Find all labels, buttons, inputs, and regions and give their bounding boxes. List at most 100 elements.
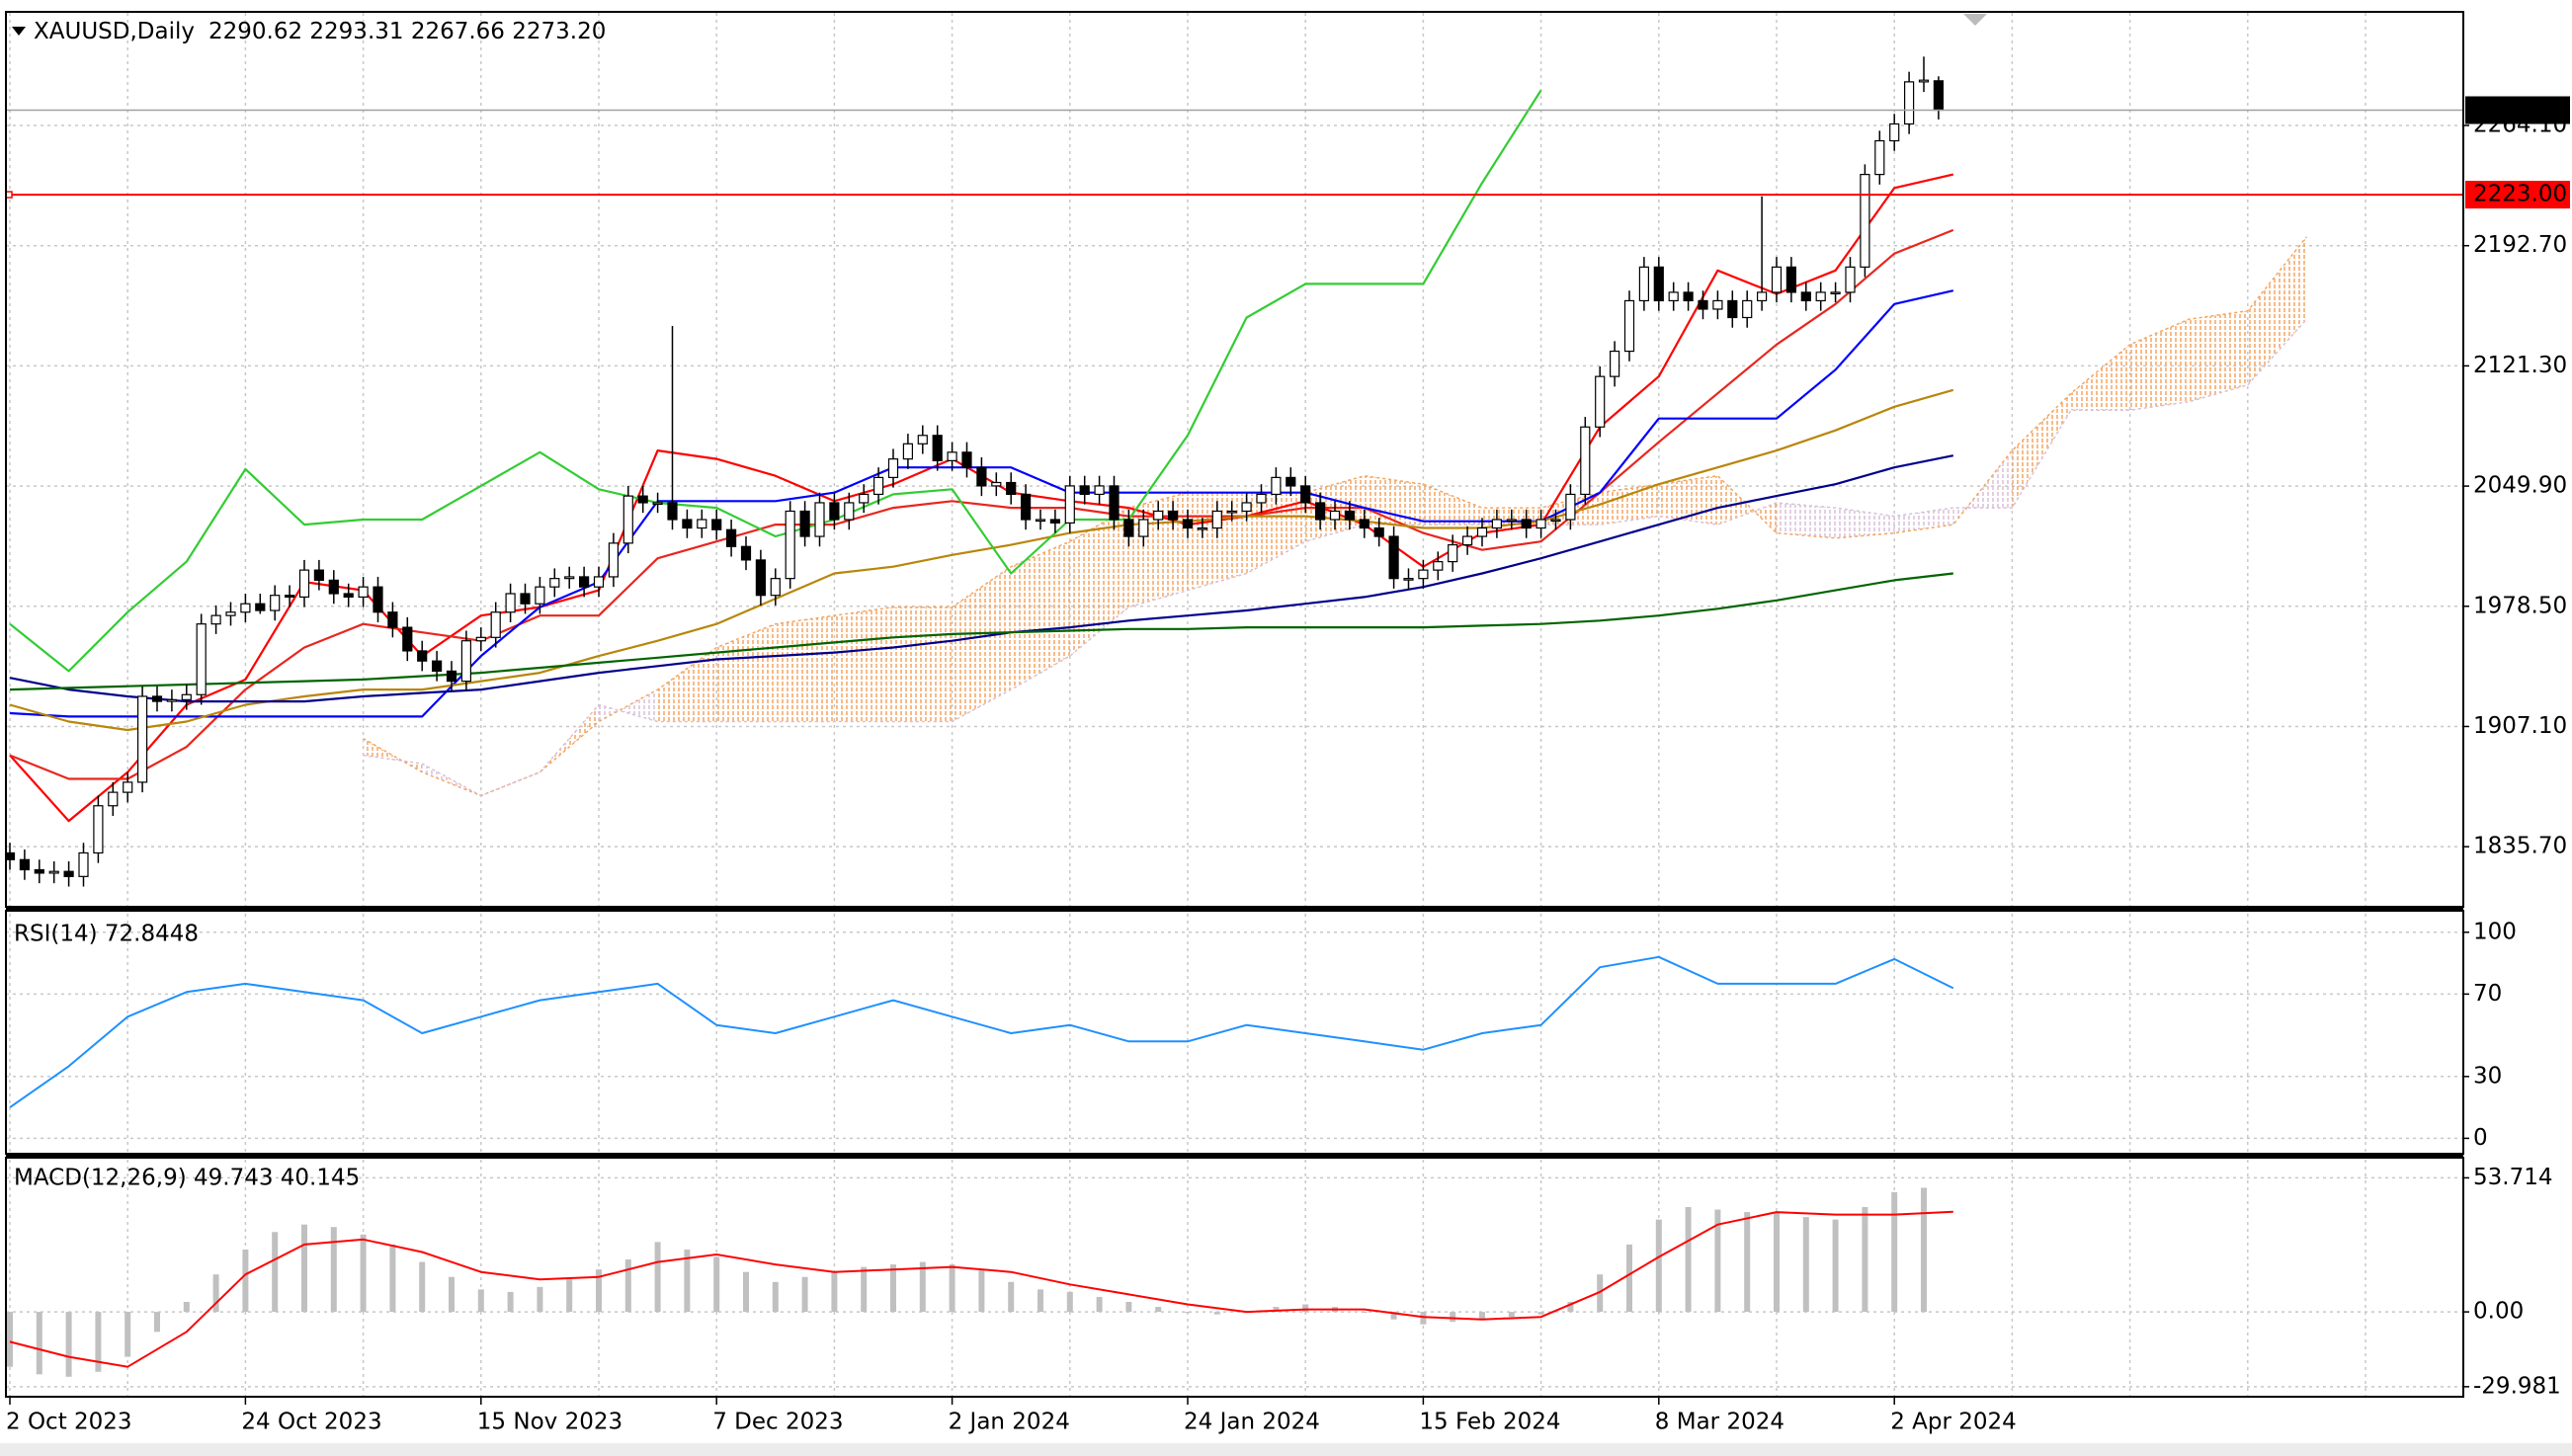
candle-body [799,510,810,537]
candle-body [1241,502,1252,513]
candle-body [1344,510,1356,521]
cloud-segment [2247,236,2307,385]
indicator-line [9,228,1954,780]
axes: 1835.70 1907.10 1978.50 2049.90 2121.30 2192.… [5,96,2570,1435]
candle-body [961,451,972,468]
candle-body [1771,266,1783,293]
x-tick-label: 15 Feb 2024 [1419,1410,1560,1435]
histogram-bar [1450,1312,1456,1323]
histogram-bar [36,1312,42,1375]
histogram-bar [1361,1312,1368,1314]
histogram-bar [949,1264,955,1313]
candle-body [328,579,339,595]
candle-body [505,593,516,613]
candle-body [225,611,236,616]
level-label: 2223.00 [2473,182,2567,207]
candle-body [872,476,884,496]
candle-body [1123,519,1134,537]
macd-plot [7,1187,1953,1377]
candle-body [358,586,369,599]
candle-body [829,502,840,521]
y-tick-label: 0.00 [2473,1299,2524,1325]
rsi-plot [9,955,1954,1108]
histogram-bar [507,1291,514,1313]
candle-body [637,495,648,504]
candle-body [1683,291,1694,302]
cloud-segment [1011,541,1070,690]
indicator-line [9,454,1954,703]
histogram-bar [1774,1212,1780,1313]
candle-body [1064,485,1075,525]
candle-body [549,578,560,588]
candle-body [1138,519,1149,537]
candle-body [1653,266,1664,302]
price-frame [5,11,2464,908]
shift-marker [1963,14,1987,26]
candle-body [785,510,795,580]
histogram-bar [124,1312,131,1357]
histogram-bar [1714,1209,1721,1313]
histogram-bar [360,1234,367,1313]
symbol: XAUUSD,Daily [34,19,195,44]
histogram-bar [1008,1281,1015,1313]
candle-body [1727,299,1738,319]
candle-body [1785,266,1797,293]
histogram-bar [713,1256,720,1313]
histogram-bar [684,1249,691,1313]
candle-body [725,528,737,547]
price-plot [6,56,2307,887]
cloud-segment [834,607,893,722]
histogram-bar [1832,1219,1839,1313]
price-grid [6,13,2463,1397]
histogram-bar [65,1312,72,1377]
candle-body [1403,578,1414,581]
candle-body [1933,80,1945,112]
candle-body [1609,350,1620,377]
histogram-bar [1066,1291,1073,1313]
indicator-line [9,572,1953,691]
histogram-bar [1744,1212,1751,1313]
cloud-segment [775,615,835,722]
candle-body [887,458,899,478]
candle-body [93,805,104,854]
histogram-bar [1302,1304,1309,1313]
candle-body [1623,299,1635,353]
candle-body [1359,519,1369,529]
candle-body [475,636,486,642]
cloud-segment [422,764,481,796]
candle-body [1565,493,1576,521]
candle-body [1079,485,1090,496]
cloud-segment [1717,475,1777,533]
cloud-segment [657,647,717,722]
histogram-bar [1125,1302,1132,1313]
histogram-bar [154,1312,160,1333]
candle-body [460,640,471,683]
histogram-bar [1273,1307,1280,1313]
candle-body [947,451,957,461]
candle-body [1521,519,1532,529]
histogram-bar [183,1302,190,1313]
candle-body [1800,291,1811,302]
histogram-bar [743,1271,749,1313]
candle-body [1006,481,1017,496]
candle-body [313,569,324,581]
histogram-bar [95,1312,102,1372]
candle-body [593,576,605,588]
level-badge [2465,181,2570,209]
price-badge [2465,96,2570,124]
histogram-bar [477,1289,484,1313]
histogram-bar [978,1269,985,1313]
histogram-bar [1537,1312,1544,1315]
candle-body [166,698,177,702]
histogram-bar [537,1286,543,1313]
candle-body [1271,476,1282,496]
candle-body [1918,79,1930,83]
macd-title: MACD(12,26,9) 49.743 40.145 [14,1166,360,1191]
x-tick-label: 2 Jan 2024 [949,1410,1070,1435]
x-tick-label: 2 Apr 2024 [1890,1410,2017,1435]
candle-body [740,545,752,561]
candle-body [1448,543,1458,563]
candle-body [608,542,620,578]
y-tick-label: 100 [2473,919,2517,944]
